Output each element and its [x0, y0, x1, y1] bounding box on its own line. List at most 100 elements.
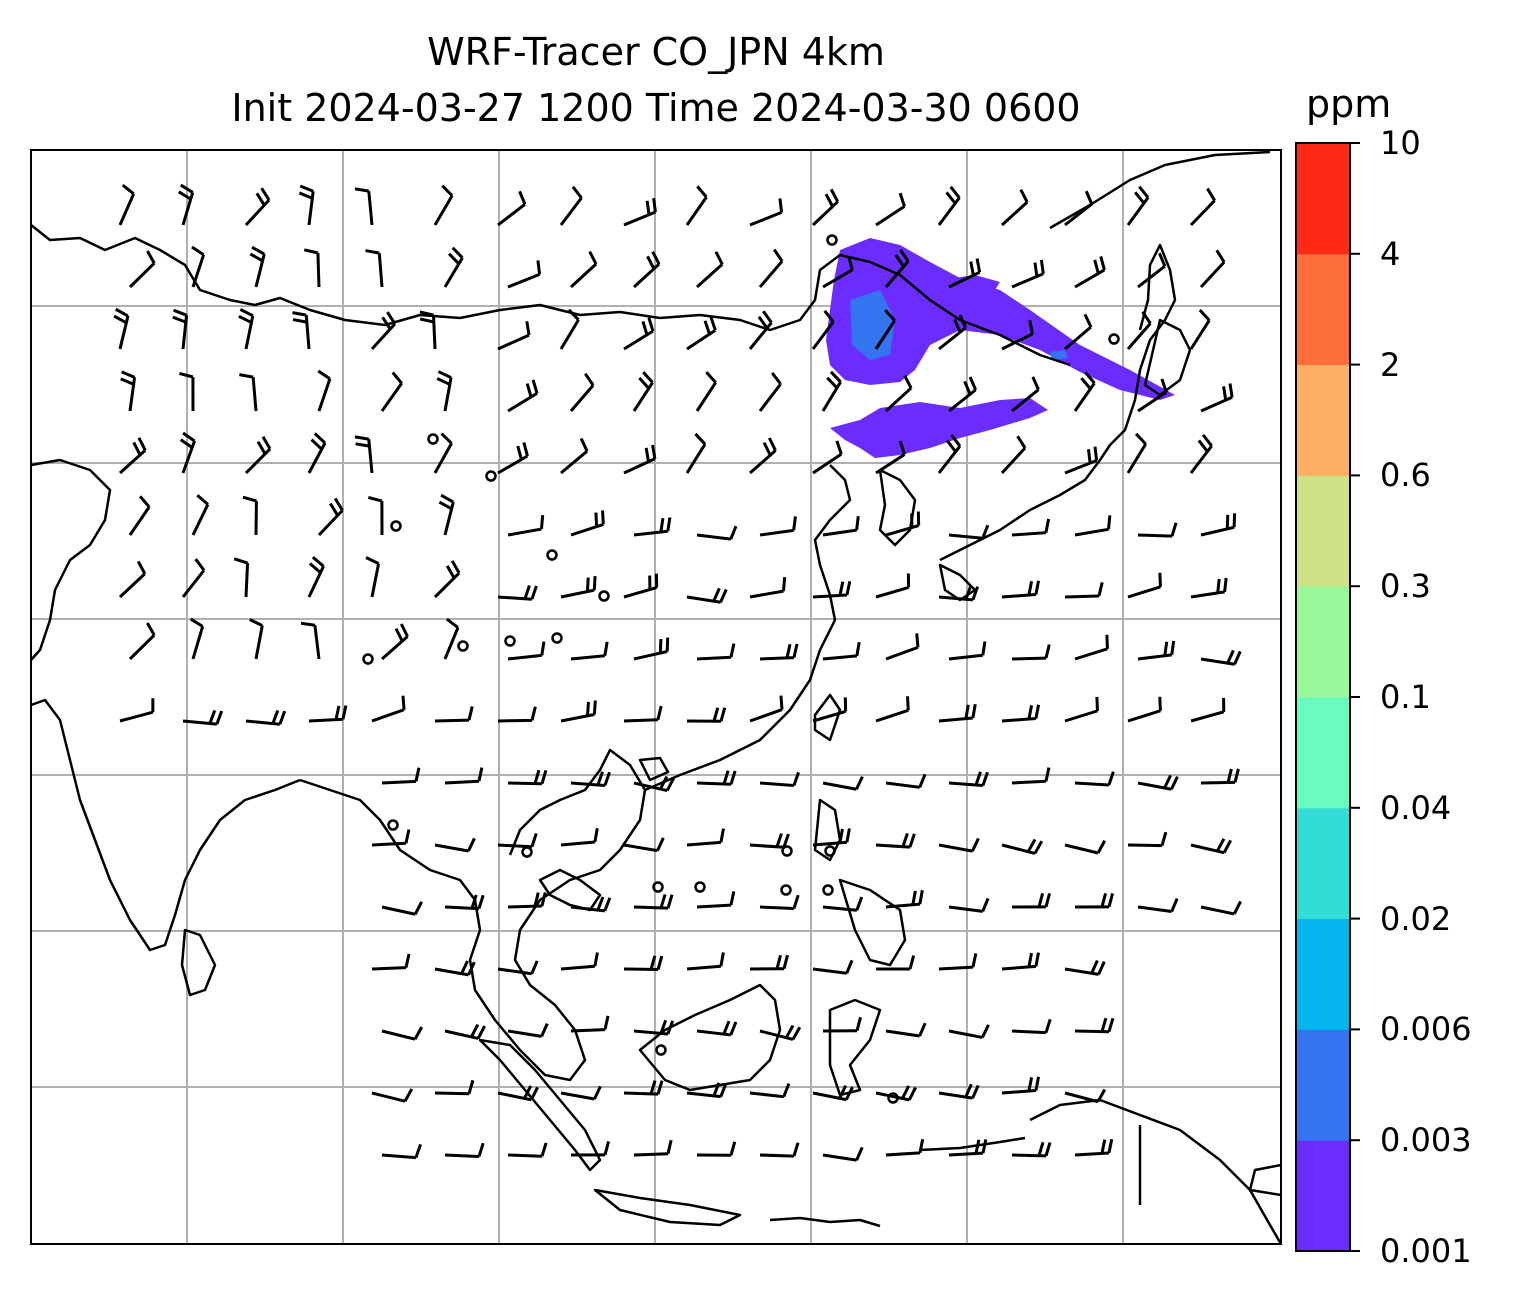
wind-barb: [244, 187, 271, 227]
calm-wind-circle: [652, 881, 664, 893]
wind-barb: [238, 308, 255, 350]
wind-barb: [249, 245, 266, 288]
colorbar-tick-label: 0.006: [1380, 1010, 1472, 1049]
wind-barb: [633, 1019, 675, 1036]
wind-barb: [759, 643, 799, 661]
wind-barb: [1189, 433, 1213, 474]
colorbar-tick-label: 0.02: [1380, 899, 1452, 938]
colorbar-tick-label: 2: [1380, 345, 1401, 384]
wind-barb: [365, 249, 384, 288]
wind-barb: [875, 440, 906, 475]
coastline-gulf-thailand: [538, 868, 602, 912]
wind-barb: [436, 370, 453, 412]
wind-barb: [1074, 515, 1112, 537]
colorbar-segment: [1296, 475, 1350, 587]
wind-barb: [317, 369, 332, 412]
coastline-east-edge: [1248, 1163, 1282, 1197]
wind-barb: [749, 198, 784, 227]
colorbar-tick-label: 0.003: [1380, 1121, 1472, 1160]
wind-barb: [365, 556, 381, 598]
wind-barb: [1189, 309, 1211, 350]
wind-barb: [1074, 1017, 1115, 1034]
wind-barb: [1127, 696, 1162, 723]
wind-barb: [507, 892, 547, 909]
coastline-hokkaido: [1143, 318, 1192, 397]
wind-barb: [438, 493, 455, 536]
wind-barb: [1011, 376, 1040, 413]
wind-barb: [497, 706, 537, 723]
wind-barb: [381, 623, 409, 661]
calm-wind-circle: [427, 433, 439, 445]
wind-barb: [1074, 256, 1106, 289]
wind-barb: [118, 183, 136, 226]
wind-barb: [696, 525, 738, 541]
wind-barb: [191, 494, 210, 536]
wind-barb: [885, 511, 921, 537]
wind-barb: [948, 641, 987, 661]
wind-barb: [317, 497, 344, 537]
wind-barb: [938, 953, 978, 971]
wind-barb: [179, 431, 196, 474]
wind-barb: [875, 832, 916, 849]
wind-barb: [507, 260, 542, 289]
calm-wind-circle: [521, 846, 533, 858]
wind-barb: [875, 573, 911, 599]
coastline-india: [30, 698, 301, 952]
wind-barb: [1000, 435, 1027, 475]
colorbar-tick-label: 0.001: [1380, 1232, 1472, 1270]
colorbar-segment: [1296, 253, 1350, 366]
wind-barb: [434, 1079, 475, 1096]
calm-wind-circle: [387, 819, 399, 831]
wind-barb: [695, 371, 717, 412]
wind-barb: [749, 437, 777, 475]
wind-barb: [560, 827, 599, 847]
wind-barb: [371, 829, 411, 847]
wind-barb: [875, 1085, 917, 1102]
wind-barb: [497, 960, 539, 976]
wind-barb: [191, 245, 206, 288]
wind-barb: [560, 437, 589, 475]
wind-barb: [1137, 640, 1176, 661]
wind-barb: [1126, 310, 1152, 350]
wind-barb: [233, 557, 250, 598]
wind-barb: [1073, 371, 1096, 412]
wind-barb: [444, 1023, 487, 1040]
wind-barb: [623, 317, 655, 351]
wind-barb: [623, 955, 664, 972]
wind-barb: [181, 558, 206, 598]
calm-wind-circle: [390, 520, 402, 532]
wind-barb: [1127, 572, 1162, 599]
wind-barb: [759, 894, 800, 911]
coastline-sumatra: [478, 1038, 602, 1172]
co-plume: [826, 238, 1175, 458]
wind-barb: [696, 1020, 738, 1037]
wind-barb: [371, 1088, 414, 1103]
wind-barb: [749, 1083, 791, 1099]
wind-barb: [748, 310, 773, 350]
wind-barb: [938, 585, 980, 602]
wind-barb: [685, 432, 707, 474]
wind-barb: [938, 837, 980, 853]
wind-barb: [380, 371, 403, 412]
wind-barb: [938, 703, 977, 723]
wind-barb: [749, 954, 789, 971]
wind-barb: [128, 622, 156, 661]
wind-barb: [570, 641, 609, 661]
wind-barb: [1064, 959, 1106, 976]
wind-barb: [822, 255, 854, 289]
wind-barb: [371, 953, 411, 971]
wind-barb: [875, 955, 916, 971]
colorbar-tick-label: 0.04: [1380, 788, 1452, 827]
wind-barb: [948, 258, 982, 289]
wind-barb: [292, 311, 311, 350]
wind-barb: [507, 379, 539, 413]
wind-barb: [1200, 768, 1240, 785]
wind-barb: [242, 495, 258, 536]
colorbar-segment: [1296, 364, 1350, 476]
wind-barb: [632, 250, 661, 289]
wind-barb: [381, 1143, 422, 1160]
wind-barb: [507, 641, 546, 661]
wind-barb: [443, 617, 460, 660]
coastline-timor: [919, 1136, 1026, 1152]
